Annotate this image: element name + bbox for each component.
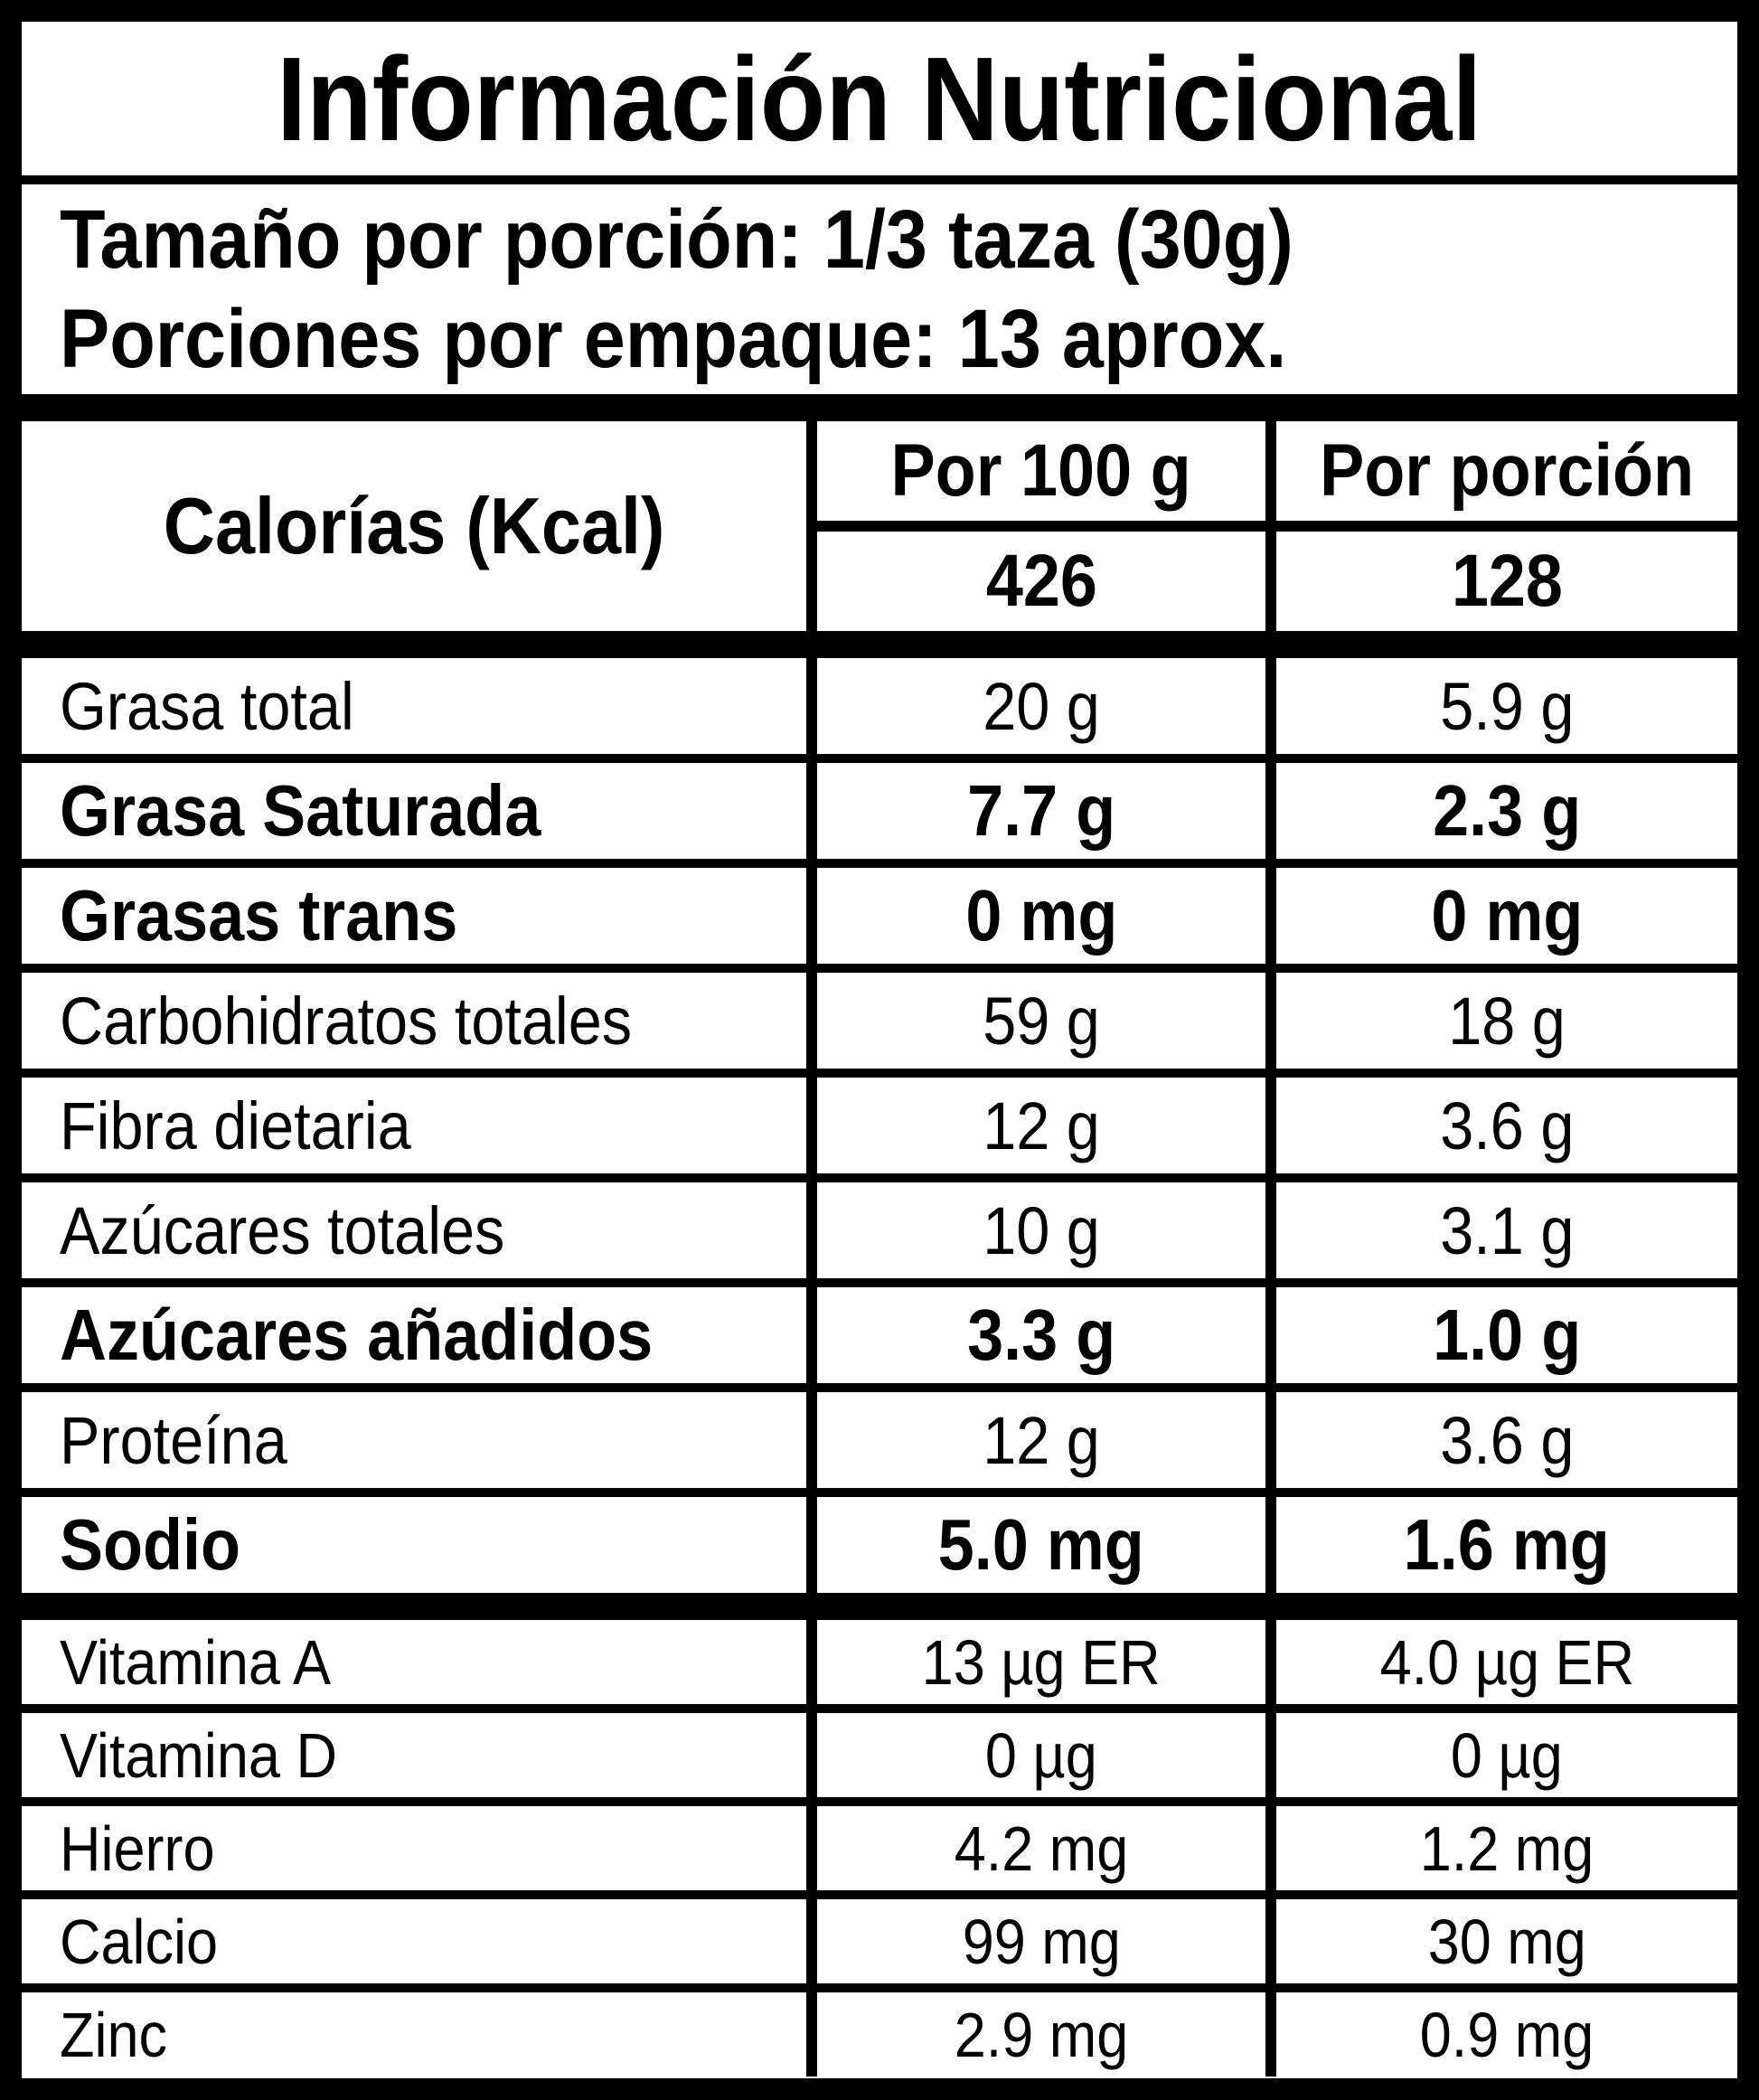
table-row: Carbohidratos totales 59 g 18 g: [22, 973, 1737, 1078]
per-100g-value: 0 mg: [806, 868, 1265, 964]
calories-column-headers: Por 100 g Por porción: [806, 421, 1737, 521]
title-divider: [22, 175, 1737, 184]
per-100g-value: 3.3 g: [806, 1287, 1265, 1383]
separator-bar: [22, 1593, 1737, 1620]
micronutrients-table: Vitamina A 13 µg ER 4.0 µg ER Vitamina D…: [22, 1620, 1737, 2076]
per-100g-value: 10 g: [806, 1182, 1265, 1278]
calories-per-portion-value: 128: [1265, 532, 1737, 631]
table-row: Hierro 4.2 mg 1.2 mg: [22, 1806, 1737, 1899]
per-100g-value: 59 g: [806, 973, 1265, 1069]
nutrient-label: Carbohidratos totales: [60, 983, 633, 1059]
table-row: Vitamina A 13 µg ER 4.0 µg ER: [22, 1620, 1737, 1713]
per-100g-value: 12 g: [806, 1078, 1265, 1173]
separator-bar: [22, 394, 1737, 421]
per-portion-value: 2.3 g: [1265, 763, 1737, 859]
per-portion-value: 1.0 g: [1265, 1287, 1737, 1383]
per-100g-value: 4.2 mg: [806, 1806, 1265, 1890]
per-100g-value: 7.7 g: [806, 763, 1265, 859]
nutrient-label: Grasa total: [60, 668, 354, 744]
per-portion-value: 0.9 mg: [1265, 1992, 1737, 2076]
table-row: Fibra dietaria 12 g 3.6 g: [22, 1078, 1737, 1182]
main-nutrients-table: Grasa total 20 g 5.9 g Grasa Saturada 7.…: [22, 658, 1737, 1593]
nutrient-label: Vitamina D: [60, 1719, 337, 1791]
per-portion-value: 0 mg: [1265, 868, 1737, 964]
per-portion-value: 3.6 g: [1265, 1392, 1737, 1488]
calories-section: Calorías (Kcal) Por 100 g Por porción 42…: [22, 421, 1737, 631]
per-100g-value: 13 µg ER: [806, 1620, 1265, 1704]
per-portion-value: 4.0 µg ER: [1265, 1620, 1737, 1704]
calories-label: Calorías (Kcal): [163, 481, 665, 570]
separator-bar: [22, 631, 1737, 658]
servings-per-package-line: Porciones por empaque: 13 aprox.: [60, 293, 1287, 385]
table-row: Vitamina D 0 µg 0 µg: [22, 1713, 1737, 1806]
per-100g-value: 2.9 mg: [806, 1992, 1265, 2076]
per-portion-value: 5.9 g: [1265, 658, 1737, 754]
nutrient-label: Grasas trans: [60, 875, 458, 956]
per-100g-value: 12 g: [806, 1392, 1265, 1488]
nutrient-label: Hierro: [60, 1813, 215, 1884]
serving-size-line: Tamaño por porción: 1/3 taza (30g): [60, 193, 1293, 286]
table-row: Grasa Saturada 7.7 g 2.3 g: [22, 763, 1737, 868]
per-portion-value: 3.1 g: [1265, 1182, 1737, 1278]
page-title: Información Nutricional: [22, 22, 1737, 175]
nutrient-label: Calcio: [60, 1906, 219, 1977]
calories-header-divider: [806, 521, 1737, 532]
nutrient-label: Azúcares totales: [60, 1192, 505, 1268]
table-row: Azúcares añadidos 3.3 g 1.0 g: [22, 1287, 1737, 1392]
calories-columns: Por 100 g Por porción 426 128: [806, 421, 1737, 631]
table-row: Zinc 2.9 mg 0.9 mg: [22, 1992, 1737, 2076]
per-portion-value: 18 g: [1265, 973, 1737, 1069]
table-row: Azúcares totales 10 g 3.1 g: [22, 1182, 1737, 1287]
nutrient-label: Sodio: [60, 1504, 240, 1585]
table-row: Grasas trans 0 mg 0 mg: [22, 868, 1737, 973]
per-100g-value: 0 µg: [806, 1713, 1265, 1797]
per-portion-value: 1.6 mg: [1265, 1497, 1737, 1593]
table-row: Proteína 12 g 3.6 g: [22, 1392, 1737, 1497]
nutrient-label: Fibra dietaria: [60, 1088, 411, 1163]
page-title-text: Información Nutricional: [277, 32, 1482, 165]
per-100g-value: 5.0 mg: [806, 1497, 1265, 1593]
serving-info-section: Tamaño por porción: 1/3 taza (30g) Porci…: [22, 184, 1737, 394]
table-row: Sodio 5.0 mg 1.6 mg: [22, 1497, 1737, 1593]
per-100g-value: 20 g: [806, 658, 1265, 754]
per-portion-value: 30 mg: [1265, 1899, 1737, 1983]
per-portion-value: 1.2 mg: [1265, 1806, 1737, 1890]
calories-values: 426 128: [806, 532, 1737, 631]
calories-per-100g-value: 426: [806, 532, 1265, 631]
nutrient-label: Vitamina A: [60, 1626, 332, 1698]
per-portion-value: 3.6 g: [1265, 1078, 1737, 1173]
per-portion-value: 0 µg: [1265, 1713, 1737, 1797]
table-row: Grasa total 20 g 5.9 g: [22, 658, 1737, 763]
table-row: Calcio 99 mg 30 mg: [22, 1899, 1737, 1992]
per-100g-value: 99 mg: [806, 1899, 1265, 1983]
nutrient-label: Grasa Saturada: [60, 770, 541, 851]
per-portion-header: Por porción: [1265, 421, 1737, 521]
nutrient-label: Proteína: [60, 1402, 287, 1478]
per-100g-header: Por 100 g: [806, 421, 1265, 521]
nutrient-label: Azúcares añadidos: [60, 1295, 654, 1375]
nutrient-label: Zinc: [60, 1999, 168, 2070]
